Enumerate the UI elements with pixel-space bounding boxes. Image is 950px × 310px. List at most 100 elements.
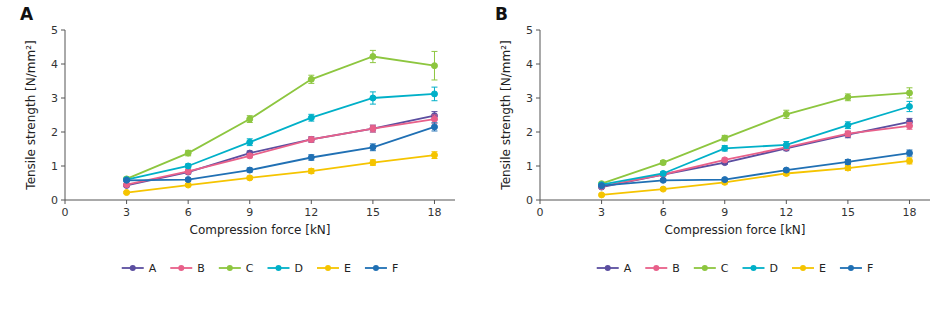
legend-item: D [268, 262, 303, 275]
point [722, 177, 728, 183]
y-tick-label: 3 [526, 92, 533, 105]
legend-marker [751, 265, 757, 271]
x-tick-label: 12 [779, 206, 793, 219]
legend-marker [848, 265, 854, 271]
series-line [602, 107, 910, 185]
x-tick-label: 0 [537, 206, 544, 219]
error-bar [370, 144, 376, 151]
x-tick-label: 6 [660, 206, 667, 219]
error-bar-cap [431, 122, 437, 123]
error-bar [370, 160, 376, 165]
legend-item: B [170, 262, 205, 275]
point [247, 139, 253, 145]
x-axis-label: Compression force [kN] [665, 223, 806, 237]
x-tick [249, 200, 250, 204]
point [906, 90, 912, 96]
x-tick-label: 9 [246, 206, 253, 219]
error-bar [783, 110, 789, 118]
point [845, 122, 851, 128]
point [247, 167, 253, 173]
y-tick [536, 132, 540, 133]
legend-label: A [624, 262, 632, 275]
x-tick [847, 200, 848, 204]
y-axis-label: Tensile strength [N/mm²] [24, 40, 38, 190]
y-tick-label: 5 [526, 24, 533, 37]
point [370, 160, 376, 166]
error-bar [247, 168, 253, 172]
y-tick-label: 4 [526, 58, 533, 71]
panel-label: A [20, 4, 34, 24]
legend-label: E [344, 262, 351, 275]
plot-area [599, 88, 913, 198]
error-bar [845, 160, 851, 165]
point [247, 153, 253, 159]
legend-label: F [392, 262, 398, 275]
legend-item: C [219, 262, 254, 275]
x-axis-label: Compression force [kN] [190, 223, 331, 237]
y-tick-label: 1 [51, 160, 58, 173]
x-tick [786, 200, 787, 204]
y-tick [61, 30, 65, 31]
y-tick [61, 98, 65, 99]
point [308, 155, 314, 161]
point [431, 63, 437, 69]
series [599, 150, 913, 189]
error-bar [308, 137, 314, 142]
series-line [602, 153, 910, 186]
series [124, 50, 438, 182]
y-axis-label: Tensile strength [N/mm²] [499, 40, 513, 190]
point [185, 169, 191, 175]
error-bar-cap [370, 91, 376, 92]
point [308, 168, 314, 174]
x-tick-label: 3 [123, 206, 130, 219]
point [185, 163, 191, 169]
x-tick [311, 200, 312, 204]
x-axis-line [540, 200, 930, 201]
legend-label: C [246, 262, 254, 275]
series [599, 122, 913, 189]
y-tick [61, 200, 65, 201]
error-bar [308, 75, 314, 83]
error-bar-cap [308, 83, 314, 84]
legend-item: E [792, 262, 826, 275]
point [308, 76, 314, 82]
series [124, 123, 438, 183]
legend-item: A [597, 262, 632, 275]
x-tick-label: 15 [366, 206, 380, 219]
x-tick [724, 200, 725, 204]
x-tick [188, 200, 189, 204]
legend-item: E [317, 262, 351, 275]
error-bar [431, 51, 437, 80]
series [599, 118, 913, 190]
legend-marker [276, 265, 282, 271]
x-tick [434, 200, 435, 204]
error-bar [783, 142, 789, 149]
point [247, 175, 253, 181]
point [431, 91, 437, 97]
point [783, 142, 789, 148]
series-line [602, 161, 910, 195]
point [906, 150, 912, 156]
series [599, 88, 913, 187]
legend-label: F [867, 262, 873, 275]
error-bar [185, 164, 191, 168]
legend-label: C [721, 262, 729, 275]
point [308, 115, 314, 121]
legend-item: A [122, 262, 157, 275]
legend-marker [373, 265, 379, 271]
series [599, 158, 913, 198]
error-bar [247, 139, 253, 146]
legend-item: D [743, 262, 778, 275]
legend-label: D [295, 262, 303, 275]
error-bar [370, 125, 376, 132]
legend-label: E [819, 262, 826, 275]
error-bar [845, 122, 851, 129]
x-tick-label: 9 [721, 206, 728, 219]
error-bar-cap [431, 87, 437, 88]
series [599, 101, 913, 187]
error-bar-cap [906, 87, 912, 88]
error-bar [431, 87, 437, 101]
series [124, 152, 438, 196]
error-bar-cap [370, 62, 376, 63]
error-bar [845, 94, 851, 101]
